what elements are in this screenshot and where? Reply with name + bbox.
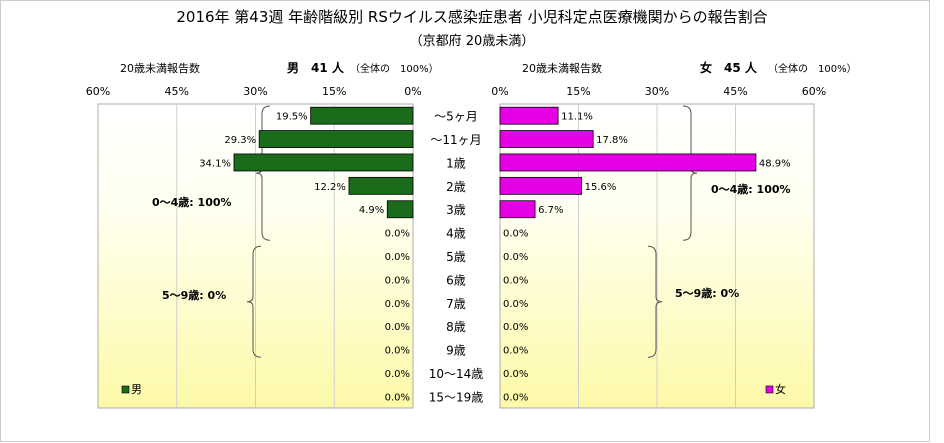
- value-labels: 19.5% 11.1% 29.3% 17.8% 34.1% 48.9% 12.2% 15.6%…: [199, 112, 790, 404]
- male-header-note: （全体の 100%）: [350, 62, 439, 75]
- age-brackets: [246, 105, 698, 358]
- female-bracket-label-0-4: 0〜4歳: 100%: [711, 182, 791, 196]
- category-label: 5歳: [446, 250, 466, 264]
- female-value-label: 0.0%: [503, 299, 528, 310]
- male-tick-label: 15%: [322, 85, 346, 98]
- male-legend-swatch: [121, 385, 130, 394]
- chart-title: 2016年 第43週 年齢階級別 RSウイルス感染症患者 小児科定点医療機関から…: [176, 8, 767, 26]
- female-value-label: 0.0%: [503, 392, 528, 403]
- female-tick-label: 30%: [645, 85, 669, 98]
- male-bracket-5-9: [246, 245, 262, 358]
- male-value-label: 0.0%: [385, 252, 410, 263]
- female-value-label: 0.0%: [503, 275, 528, 286]
- female-bar: [499, 200, 536, 219]
- category-label: 〜5ヶ月: [434, 110, 478, 124]
- category-label: 〜11ヶ月: [430, 133, 481, 147]
- bars: [233, 106, 757, 219]
- male-bar: [258, 130, 414, 148]
- category-label: 3歳: [446, 203, 466, 217]
- female-tick-label: 60%: [802, 85, 826, 98]
- male-tick-label: 45%: [165, 85, 189, 98]
- male-tick-label: 60%: [86, 85, 110, 98]
- female-tick-label: 0%: [491, 85, 508, 98]
- category-label: 7歳: [446, 297, 466, 311]
- male-value-label: 0.0%: [385, 299, 410, 310]
- male-value-label: 19.5%: [276, 112, 308, 123]
- category-label: 8歳: [446, 320, 466, 334]
- female-header-left: 20歳未満報告数: [522, 62, 602, 75]
- category-label: 6歳: [446, 273, 466, 287]
- female-bar: [499, 153, 757, 172]
- female-tick-label: 45%: [723, 85, 747, 98]
- male-value-label: 0.0%: [385, 229, 410, 240]
- female-bar: [499, 176, 583, 195]
- male-value-label: 0.0%: [385, 392, 410, 403]
- female-value-label: 15.6%: [585, 182, 617, 193]
- female-bar: [499, 106, 559, 125]
- female-tick-label: 15%: [566, 85, 590, 98]
- female-value-label: 6.7%: [538, 205, 563, 216]
- male-bracket-label-0-4: 0〜4歳: 100%: [152, 195, 232, 209]
- female-value-label: 0.0%: [503, 369, 528, 380]
- male-bracket-label-5-9: 5〜9歳: 0%: [162, 288, 226, 302]
- male-tick-label: 0%: [404, 85, 421, 98]
- axis-tick-labels: 60% 45% 30% 15% 0% 0% 15% 30% 45% 60%: [86, 85, 826, 98]
- female-value-label: 11.1%: [561, 112, 593, 123]
- female-bracket-5-9: [647, 245, 663, 358]
- category-label: 2歳: [446, 180, 466, 194]
- male-value-label: 0.0%: [385, 369, 410, 380]
- female-legend-label: 女: [775, 382, 786, 396]
- category-label: 15〜19歳: [429, 390, 484, 404]
- female-value-label: 0.0%: [503, 322, 528, 333]
- male-bar: [310, 106, 414, 125]
- male-value-label: 0.0%: [385, 346, 410, 357]
- male-value-label: 12.2%: [314, 182, 346, 193]
- male-header-count: 男 41 人: [287, 60, 345, 75]
- category-label: 4歳: [446, 227, 466, 241]
- female-bar: [499, 130, 594, 148]
- male-value-label: 4.9%: [359, 205, 384, 216]
- male-legend-label: 男: [131, 383, 142, 396]
- category-labels: 〜5ヶ月〜11ヶ月 1歳 2歳 3歳 4歳 5歳 6歳 7歳 8歳 9歳 10〜14歳 15〜19歳: [429, 110, 484, 405]
- chart-subtitle: （京都府 20歳未満）: [410, 34, 535, 49]
- female-legend-swatch: [765, 385, 774, 394]
- male-tick-label: 30%: [243, 85, 267, 98]
- male-header-left: 20歳未満報告数: [120, 62, 200, 75]
- female-value-label: 17.8%: [596, 135, 628, 146]
- female-value-label: 0.0%: [503, 252, 528, 263]
- male-value-label: 34.1%: [199, 158, 231, 169]
- male-bracket-0-4: [255, 105, 271, 241]
- female-header-note: （全体の 100%）: [768, 62, 857, 75]
- female-bracket-0-4: [682, 105, 698, 241]
- female-bracket-label-5-9: 5〜9歳: 0%: [675, 286, 739, 300]
- female-value-label: 48.9%: [759, 158, 791, 169]
- female-value-label: 0.0%: [503, 346, 528, 357]
- male-value-label: 29.3%: [224, 135, 256, 146]
- male-value-label: 0.0%: [385, 322, 410, 333]
- category-label: 1歳: [446, 156, 466, 170]
- category-label: 10〜14歳: [429, 367, 484, 381]
- male-bar: [348, 176, 414, 195]
- female-value-label: 0.0%: [503, 229, 528, 240]
- male-value-label: 0.0%: [385, 275, 410, 286]
- male-bar: [386, 200, 414, 219]
- category-label: 9歳: [446, 344, 466, 358]
- male-bar: [233, 153, 414, 172]
- female-header-count: 女 45 人: [700, 60, 758, 75]
